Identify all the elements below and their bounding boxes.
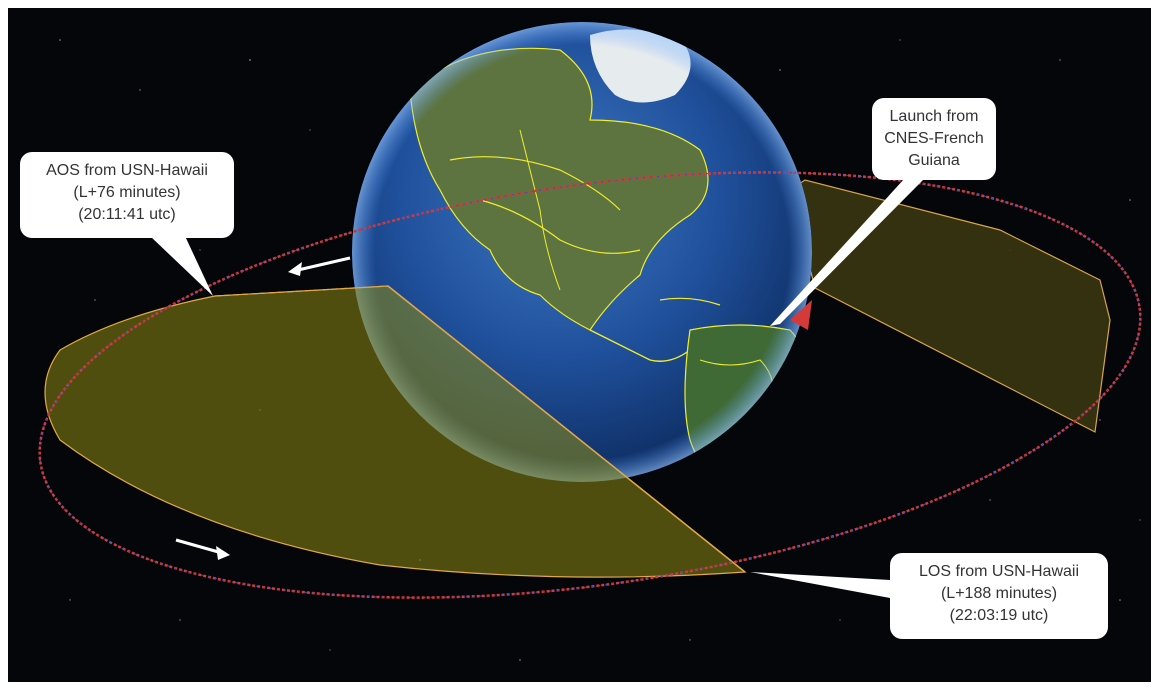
los-callout: LOS from USN-Hawaii (L+188 minutes) (22:… xyxy=(890,553,1108,639)
los-callout-line2: (L+188 minutes) xyxy=(940,585,1058,602)
coverage-region-right xyxy=(789,179,1111,433)
los-callout-line3: (22:03:19 utc) xyxy=(949,607,1049,624)
aos-pointer xyxy=(150,236,213,296)
los-callout-line1: LOS from USN-Hawaii xyxy=(918,563,1080,580)
orbit-track-blue xyxy=(39,171,1141,599)
aos-callout-line3: (20:11:41 utc) xyxy=(78,206,176,223)
coverage-region-left xyxy=(44,285,747,578)
coverage-edge-diagonal xyxy=(387,285,746,573)
aos-callout-line2: (L+76 minutes) xyxy=(73,184,181,201)
aos-callout-line1: AOS from USN-Hawaii xyxy=(46,162,208,179)
coverage-edge-left xyxy=(214,285,389,297)
launch-callout-line1: Launch from xyxy=(889,108,979,125)
launch-callout-line2: CNES-French xyxy=(884,130,984,147)
aos-callout: AOS from USN-Hawaii (L+76 minutes) (20:1… xyxy=(20,152,234,238)
launch-site-marker xyxy=(790,300,812,330)
los-pointer xyxy=(750,572,890,598)
launch-callout: Launch from CNES-French Guiana xyxy=(872,98,996,180)
direction-arrow xyxy=(288,256,351,276)
direction-arrow xyxy=(175,538,230,560)
launch-callout-line3: Guiana xyxy=(908,152,960,169)
launch-pointer xyxy=(770,178,925,326)
